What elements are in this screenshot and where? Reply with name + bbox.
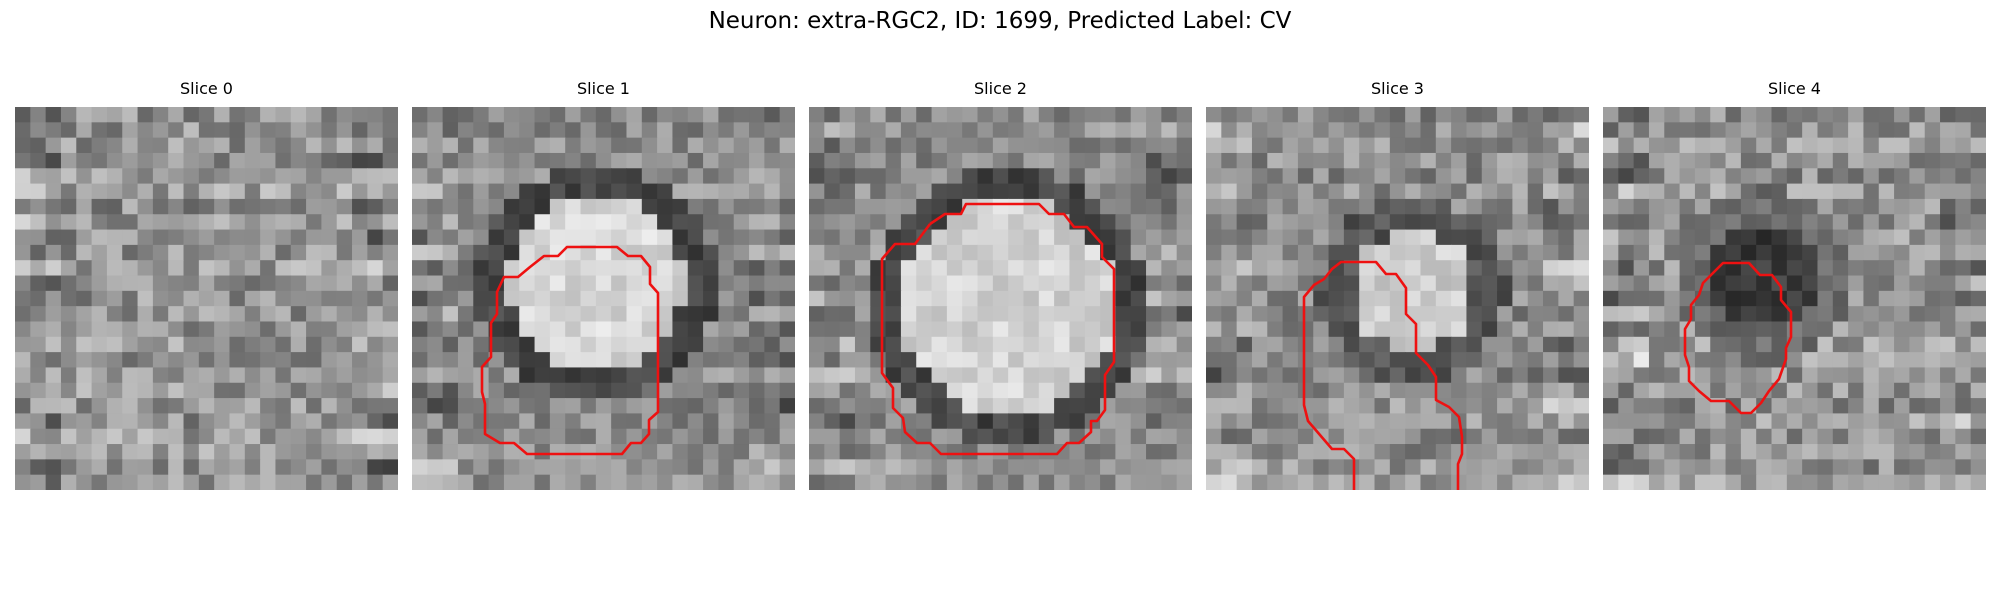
slice-panel-1: Slice 1	[412, 79, 795, 490]
slice-image-2	[809, 107, 1192, 490]
segmentation-contour-3	[1302, 260, 1464, 490]
slice-image-4	[1603, 107, 1986, 490]
slice-title-4: Slice 4	[1768, 79, 1821, 98]
slice-panel-0: Slice 0	[15, 79, 398, 490]
segmentation-contour-1	[480, 245, 660, 456]
slice-title-0: Slice 0	[180, 79, 233, 98]
slice-image-3	[1206, 107, 1589, 490]
slice-image-1	[412, 107, 795, 490]
figure-title: Neuron: extra-RGC2, ID: 1699, Predicted …	[708, 8, 1292, 34]
segmentation-contour-2	[880, 202, 1116, 456]
slice-panel-3: Slice 3	[1206, 79, 1589, 490]
slice-title-1: Slice 1	[577, 79, 630, 98]
slice-title-2: Slice 2	[974, 79, 1027, 98]
slice-image-0	[15, 107, 398, 490]
slice-panel-2: Slice 2	[809, 79, 1192, 490]
slice-panel-4: Slice 4	[1603, 79, 1986, 490]
slice-title-3: Slice 3	[1371, 79, 1424, 98]
segmentation-contour-4	[1683, 261, 1793, 415]
